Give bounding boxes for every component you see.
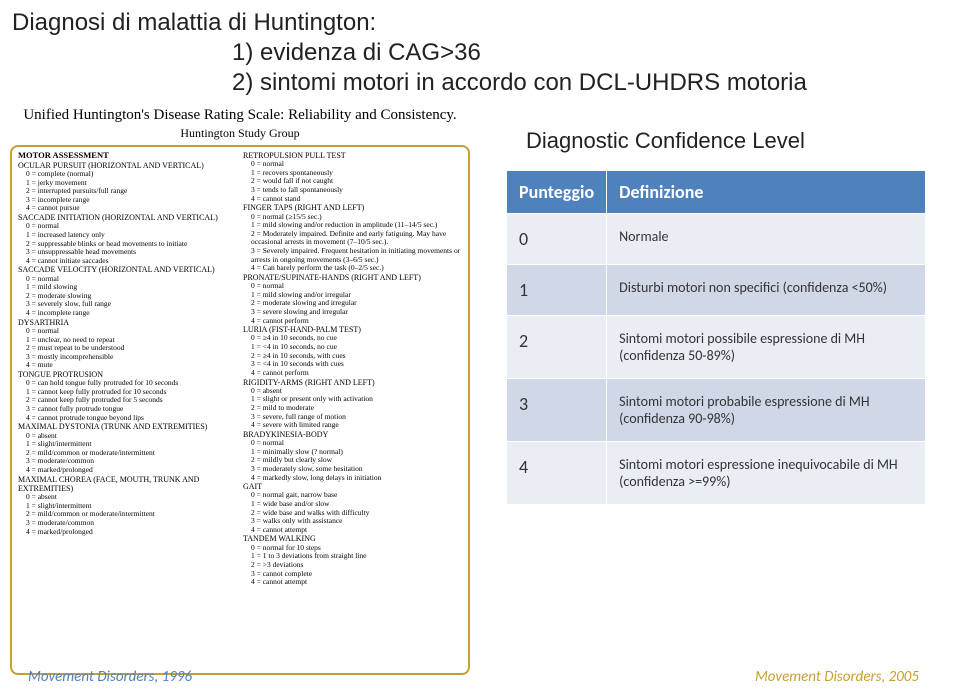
assessment-item-level: 4 = marked/prolonged (18, 466, 237, 475)
dcl-cell-definition: Sintomi motori espressione inequivocabil… (607, 442, 926, 505)
main-row: Unified Huntington's Disease Rating Scal… (0, 102, 959, 675)
title-line-1: Diagnosi di malattia di Huntington: (12, 8, 947, 38)
assessment-item-level: 4 = cannot stand (243, 195, 462, 204)
assessment-col-left: MOTOR ASSESSMENT OCULAR PURSUIT (horizon… (18, 151, 237, 669)
dcl-th-score: Punteggio (507, 171, 607, 214)
motor-assessment-box: MOTOR ASSESSMENT OCULAR PURSUIT (horizon… (10, 145, 470, 675)
assessment-item-level: 4 = severe with limited range (243, 421, 462, 430)
assessment-item-level: 4 = cannot perform (243, 317, 462, 326)
title-block: Diagnosi di malattia di Huntington: 1) e… (0, 0, 959, 102)
assessment-item-level: 3 = Severely impaired. Frequent hesitati… (243, 247, 462, 264)
assessment-title: MOTOR ASSESSMENT (18, 151, 237, 161)
dcl-cell-definition: Sintomi motori probabile espressione di … (607, 379, 926, 442)
assessment-item-level: 4 = cannot attempt (243, 526, 462, 535)
dcl-row: 4Sintomi motori espressione inequivocabi… (507, 442, 926, 505)
dcl-cell-score: 4 (507, 442, 607, 505)
assessment-item-level: 4 = cannot initiate saccades (18, 257, 237, 266)
dcl-cell-score: 2 (507, 316, 607, 379)
left-column: Unified Huntington's Disease Rating Scal… (10, 106, 470, 675)
footer-citation-right: Movement Disorders, 2005 (755, 668, 919, 686)
footer-citation-left: Movement Disorders, 1996 (28, 668, 192, 686)
assessment-item-level: 4 = cannot attempt (243, 578, 462, 587)
dcl-cell-definition: Disturbi motori non specifici (confidenz… (607, 265, 926, 316)
dcl-title: Diagnostic Confidence Level (486, 128, 949, 154)
dcl-cell-definition: Normale (607, 214, 926, 265)
assessment-item-level: 4 = Can barely perform the task (0–2/5 s… (243, 264, 462, 273)
dcl-row: 0Normale (507, 214, 926, 265)
dcl-cell-definition: Sintomi motori possibile espressione di … (607, 316, 926, 379)
uhdrs-subheader: Huntington Study Group (10, 126, 470, 141)
dcl-th-def: Definizione (607, 171, 926, 214)
right-column: Diagnostic Confidence Level Punteggio De… (486, 106, 949, 675)
assessment-item-level: 2 = Moderately impaired. Definite and ea… (243, 230, 462, 247)
title-line-3: 2) sintomi motori in accordo con DCL-UHD… (12, 68, 947, 98)
dcl-cell-score: 3 (507, 379, 607, 442)
assessment-item-level: 4 = marked/prolonged (18, 528, 237, 537)
dcl-row: 3Sintomi motori probabile espressione di… (507, 379, 926, 442)
assessment-item-level: 4 = mute (18, 361, 237, 370)
dcl-cell-score: 1 (507, 265, 607, 316)
dcl-row: 1Disturbi motori non specifici (confiden… (507, 265, 926, 316)
uhdrs-header: Unified Huntington's Disease Rating Scal… (10, 106, 470, 124)
assessment-item-heading: MAXIMAL CHOREA (face, mouth, trunk and e… (18, 475, 237, 493)
assessment-item-level: 4 = cannot perform (243, 369, 462, 378)
assessment-col-right: RETROPULSION PULL TEST0 = normal1 = reco… (243, 151, 462, 669)
dcl-cell-score: 0 (507, 214, 607, 265)
footer: Movement Disorders, 1996 Movement Disord… (0, 668, 959, 686)
title-line-2: 1) evidenza di CAG>36 (12, 38, 947, 68)
assessment-item-level: 4 = markedly slow, long delays in initia… (243, 474, 462, 483)
assessment-item-level: 4 = cannot pursue (18, 204, 237, 213)
assessment-item-level: 4 = cannot protrude tongue beyond lips (18, 414, 237, 423)
dcl-row: 2Sintomi motori possibile espressione di… (507, 316, 926, 379)
dcl-table: Punteggio Definizione 0Normale1Disturbi … (506, 170, 926, 505)
assessment-item-level: 4 = incomplete range (18, 309, 237, 318)
